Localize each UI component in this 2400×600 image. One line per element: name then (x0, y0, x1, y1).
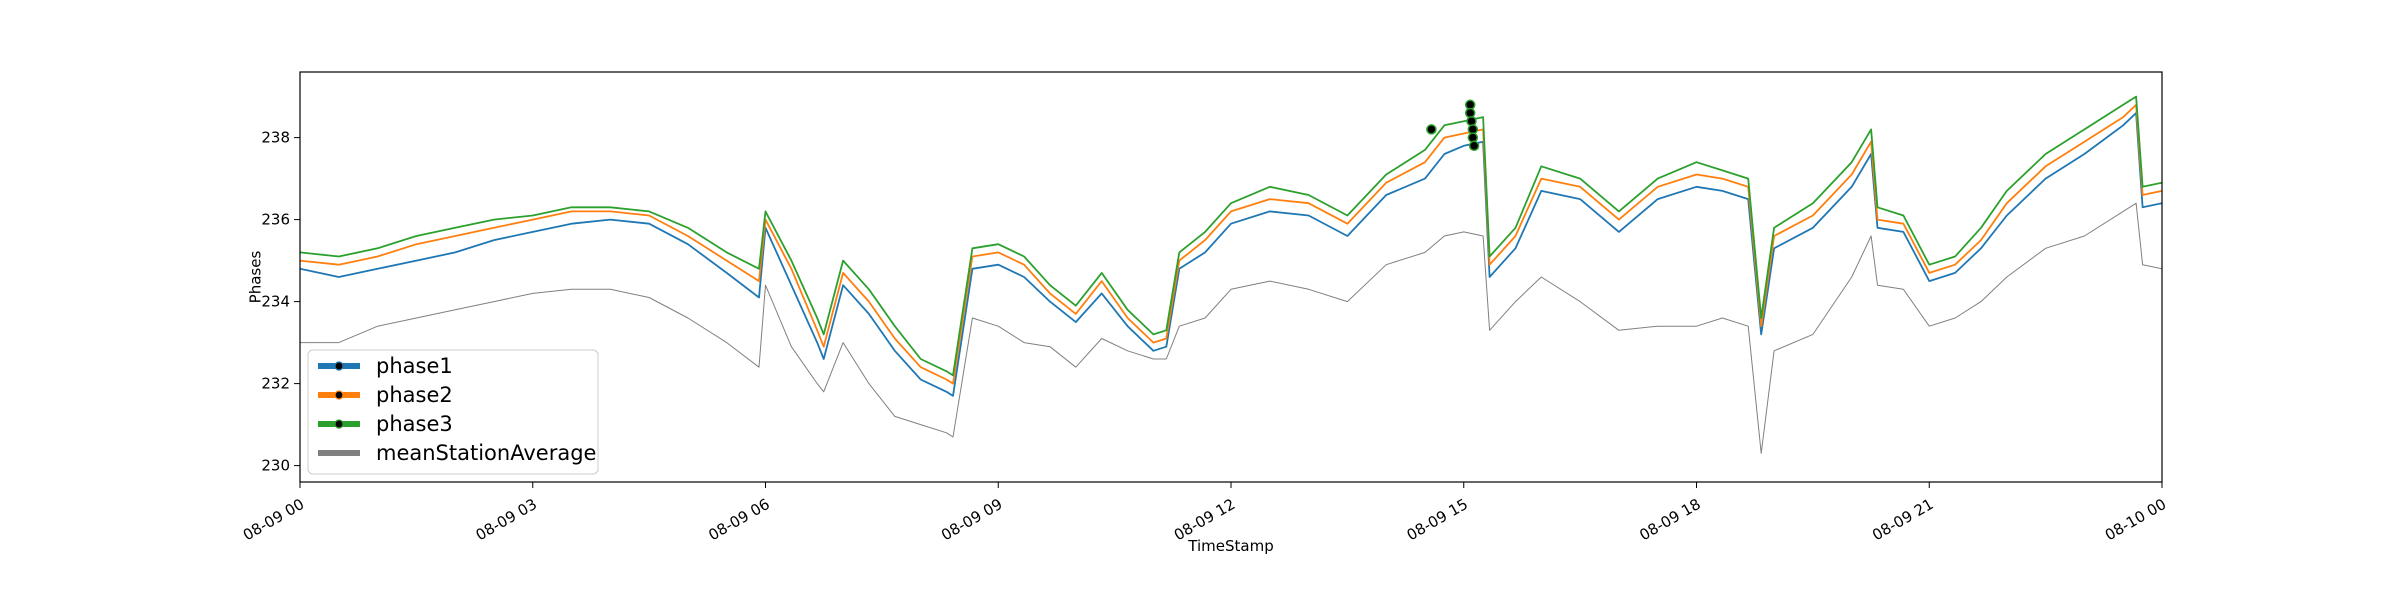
data-marker (1468, 140, 1480, 152)
plot-markers (1426, 99, 1480, 152)
x-tick-label: 08-09 09 (938, 495, 1005, 544)
legend-marker (334, 419, 344, 429)
y-tick-label: 236 (261, 211, 290, 229)
series-line-phase3 (299, 95, 2163, 377)
series-line-phase2 (299, 103, 2163, 385)
y-tick-label: 230 (261, 457, 290, 475)
legend-box (307, 349, 599, 475)
y-tick-label: 234 (261, 293, 290, 311)
series-line-meanStationAverage (300, 202, 2163, 454)
y-axis-title: Phases (246, 251, 264, 304)
plot-lines (299, 95, 2163, 454)
data-marker (1426, 124, 1437, 135)
x-tick-label: 08-09 21 (1869, 495, 1936, 544)
legend: phase1 phase2 phase3 meanStationAverage (307, 349, 599, 475)
x-tick-label: 08-09 06 (705, 495, 772, 544)
y-tick-label: 238 (261, 129, 290, 147)
y-tick-label: 232 (261, 375, 290, 393)
legend-label: phase2 (376, 383, 453, 407)
x-tick-label: 08-09 00 (240, 495, 307, 544)
x-tick-label: 08-09 03 (473, 495, 540, 544)
legend-marker (334, 390, 344, 400)
legend-label: phase3 (376, 412, 453, 436)
x-tick-label: 08-09 18 (1636, 495, 1703, 544)
x-tick-label: 08-09 15 (1404, 495, 1471, 544)
y-axis: 230 232 234 236 238 (261, 129, 300, 475)
legend-marker (334, 361, 344, 371)
legend-label: meanStationAverage (376, 441, 596, 465)
x-axis: 08-09 00 08-09 03 08-09 06 08-09 09 08-09 12… (240, 482, 2169, 544)
x-tick-label: 08-10 00 (2102, 495, 2169, 544)
legend-label: phase1 (376, 354, 453, 378)
x-axis-title: TimeStamp (1187, 537, 1273, 555)
